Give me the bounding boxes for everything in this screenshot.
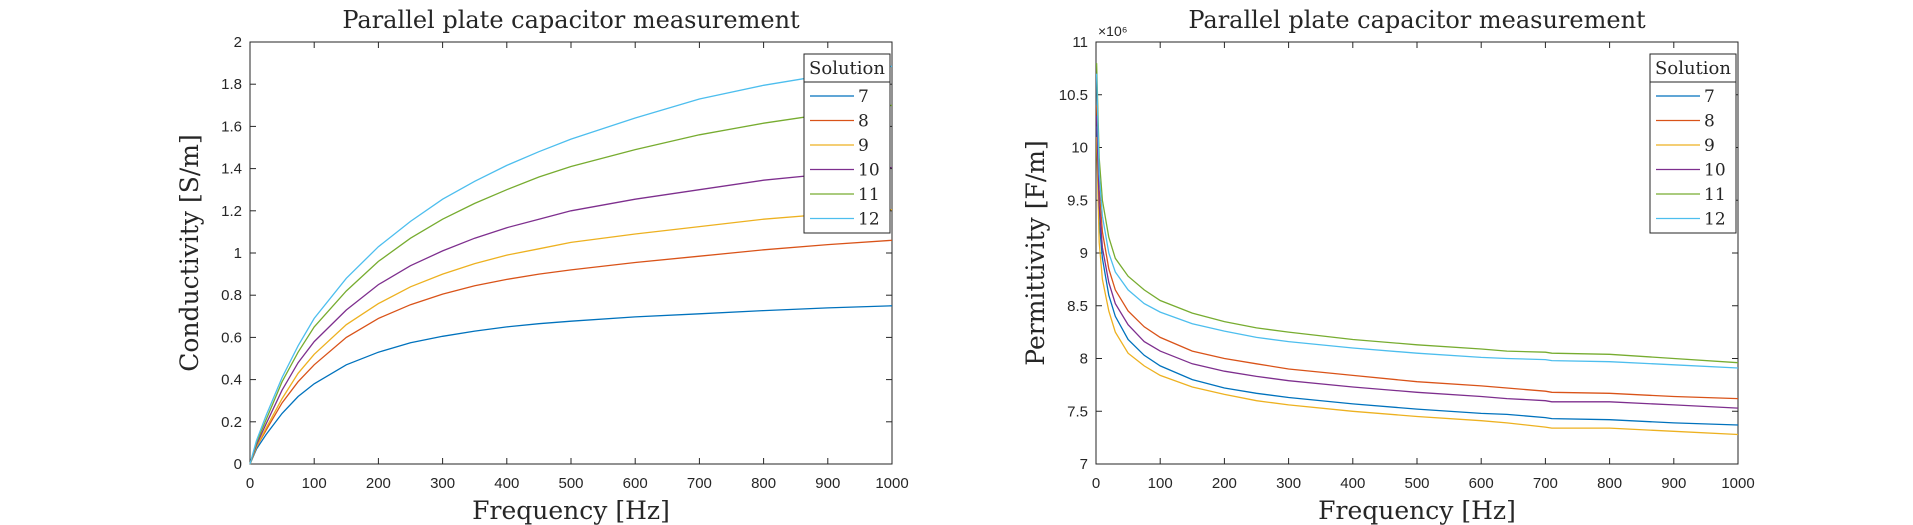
series-line-10 [1095,115,1739,409]
x-tick-label: 400 [1340,475,1365,492]
series-line-8 [249,239,893,465]
x-tick-label: 0 [1092,475,1100,492]
series-line-7 [249,305,893,465]
y-axis-label: Conductivity [S/m] [175,134,204,371]
x-tick-label: 700 [1533,475,1558,492]
legend-title: Solution [1655,58,1731,79]
x-tick-label: 100 [302,475,327,492]
legend-title: Solution [809,58,885,79]
y-tick-label: 9.5 [1067,192,1088,209]
y-tick-label: 7 [1080,456,1088,473]
y-tick-label: 1.2 [221,203,242,220]
series-line-11 [1095,63,1739,364]
y-tick-label: 8.5 [1067,298,1088,315]
series-line-7 [1095,126,1739,426]
y-axis-label: Permittivity [F/m] [1021,140,1050,365]
y-tick-label: 0.4 [221,372,242,389]
series-line-12 [1095,73,1739,369]
chart-2: 0 100 200 300 400 500 600 700 800 900 1000 7 7.5 8 8.5… [1021,6,1755,525]
x-tick-label: 1000 [1721,475,1754,492]
x-tick-label: 500 [558,475,583,492]
x-tick-label: 400 [494,475,519,492]
x-tick-label: 800 [751,475,776,492]
y-tick-label: 0.6 [221,329,242,346]
y-tick-label: 11 [1072,34,1088,51]
legend-label-11: 11 [1704,185,1726,205]
x-tick-label: 100 [1148,475,1173,492]
x-tick-label: 300 [430,475,455,492]
series-line-10 [249,166,893,465]
x-axis-label: Frequency [Hz] [472,496,670,525]
x-tick-label: 900 [815,475,840,492]
y-tick-label: 9 [1080,245,1088,262]
y-tick-label: 1 [234,245,242,262]
plot-area [249,41,893,465]
legend-label-10: 10 [1704,161,1726,181]
legend-box [803,53,891,234]
y-tick-label: 10 [1071,140,1088,157]
y-tick-label: 7.5 [1067,403,1088,420]
y-tick-label: 0.2 [221,414,242,431]
legend-label-8: 8 [1704,112,1715,132]
legend-label-7: 7 [1704,87,1715,107]
x-tick-label: 0 [246,475,254,492]
legend-box [1649,53,1737,234]
x-axis-label: Frequency [Hz] [1318,496,1516,525]
chart-title: Parallel plate capacitor measurement [342,6,800,34]
legend-label-8: 8 [858,112,869,132]
x-tick-label: 500 [1404,475,1429,492]
legend-label-9: 9 [1704,136,1715,156]
series-line-11 [249,104,893,465]
y-tick-label: 1.6 [221,118,242,135]
legend-label-7: 7 [858,87,869,107]
series-line-8 [1095,105,1739,400]
x-tick-label: 600 [623,475,648,492]
y-tick-label: 8 [1080,351,1088,368]
chart-1: 0 100 200 300 400 500 600 700 800 900 1000 0 0.2 0.4 0… [175,6,909,525]
y-tick-label: 10.5 [1059,87,1088,104]
x-tick-label: 1000 [875,475,908,492]
legend-label-12: 12 [1704,210,1726,230]
legend: Solution 7 8 9 10 11 12 [1649,53,1737,234]
chart-title: Parallel plate capacitor measurement [1188,6,1646,34]
y-tick-label: 0.8 [221,287,242,304]
x-tick-label: 600 [1469,475,1494,492]
y-tick-label: 1.8 [221,76,242,93]
legend-label-11: 11 [858,185,880,205]
x-tick-label: 300 [1276,475,1301,492]
legend-label-12: 12 [858,210,880,230]
x-tick-label: 700 [687,475,712,492]
series-line-9 [1095,136,1739,436]
legend: Solution 7 8 9 10 11 12 [803,53,891,234]
series-line-9 [249,209,893,465]
y-tick-label: 0 [234,456,242,473]
y-tick-label: 2 [234,34,242,51]
x-tick-label: 800 [1597,475,1622,492]
y-exponent-label: ×10⁶ [1098,23,1128,39]
x-tick-label: 900 [1661,475,1686,492]
plot-area [1095,41,1739,465]
x-tick-label: 200 [366,475,391,492]
x-tick-label: 200 [1212,475,1237,492]
series-line-12 [249,65,893,465]
legend-label-10: 10 [858,161,880,181]
y-tick-label: 1.4 [221,161,242,178]
legend-label-9: 9 [858,136,869,156]
